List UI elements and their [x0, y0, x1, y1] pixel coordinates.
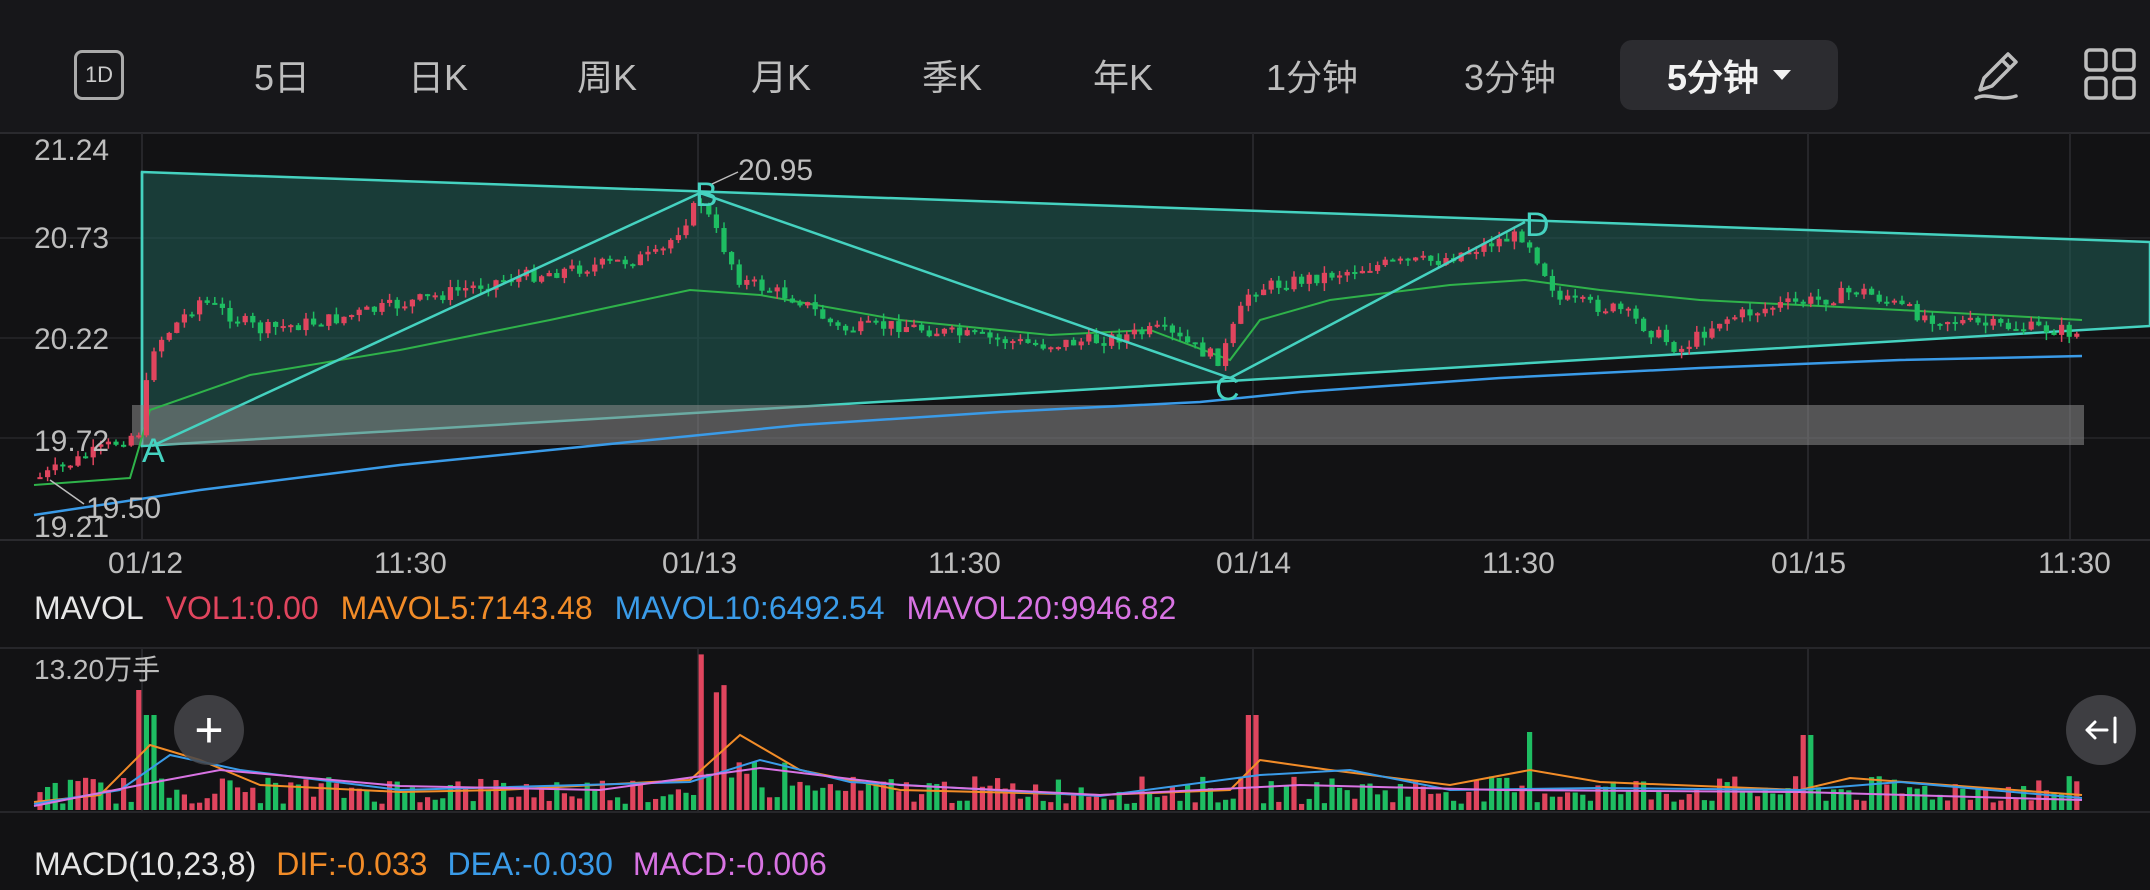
draw-pencil-icon[interactable]: [1966, 44, 2026, 104]
tab-quarterly-k[interactable]: 季K: [921, 57, 982, 98]
arrow-left-bar-icon: [2085, 716, 2117, 744]
time-axis-label: 01/13: [662, 547, 737, 580]
low-price-marker: 19.50: [86, 492, 161, 525]
high-price-marker: 20.95: [738, 154, 813, 187]
volume-legend: MAVOL VOL1:0.00 MAVOL5:7143.48 MAVOL10:6…: [34, 590, 1176, 634]
price-axis-label: 21.24: [34, 134, 109, 167]
grid-layout-icon[interactable]: [2080, 44, 2140, 104]
macd-value: MACD:-0.006: [632, 846, 827, 882]
tab-5min-label: 5分钟: [1666, 57, 1760, 98]
mavol-title: MAVOL: [34, 590, 144, 626]
time-axis-label: 01/15: [1771, 547, 1846, 580]
time-axis-label: 11:30: [928, 547, 1001, 580]
macd-dea-value: DEA:-0.030: [447, 846, 613, 882]
vol1-value: VOL1:0.00: [165, 590, 319, 626]
abcd-pattern-line[interactable]: [151, 191, 1526, 448]
tab-daily-k[interactable]: 日K: [407, 57, 468, 98]
time-axis-label: 11:30: [1482, 547, 1555, 580]
support-zone-box[interactable]: [132, 405, 2084, 445]
mavol10-value: MAVOL10:6492.54: [614, 590, 885, 626]
point-b-label: B: [695, 176, 718, 214]
macd-legend: MACD(10,23,8) DIF:-0.033 DEA:-0.030 MACD…: [34, 846, 827, 890]
price-axis-label: 19.21: [34, 511, 109, 544]
plus-icon: +: [194, 702, 224, 758]
volume-bars: [37, 654, 2080, 810]
chevron-down-icon: [1773, 70, 1792, 80]
macd-dif-value: DIF:-0.033: [276, 846, 428, 882]
price-axis-label: 19.72: [34, 425, 109, 458]
point-c-label: C: [1215, 370, 1240, 408]
add-indicator-button[interactable]: +: [174, 695, 244, 765]
mavol20-value: MAVOL20:9946.82: [906, 590, 1177, 626]
point-d-label: D: [1525, 206, 1550, 244]
mavol5-value: MAVOL5:7143.48: [340, 590, 593, 626]
tab-1d[interactable]: 1D: [74, 50, 124, 100]
volume-chart[interactable]: [0, 645, 2150, 815]
time-axis-label: 11:30: [374, 547, 447, 580]
tab-yearly-k[interactable]: 年K: [1092, 57, 1153, 98]
volume-unit-label: 13.20万手: [34, 654, 161, 685]
macd-title: MACD(10,23,8): [34, 846, 257, 882]
kline-chart[interactable]: A B C D 20.95 19.50 21.24 20.73 20.22 19…: [0, 132, 2150, 602]
price-axis-label: 20.22: [34, 323, 109, 356]
tab-weekly-k[interactable]: 周K: [576, 57, 637, 98]
time-axis-label: 11:30: [2038, 547, 2111, 580]
candlestick-series: [37, 198, 2080, 482]
tab-monthly-k[interactable]: 月K: [750, 57, 811, 98]
price-axis-label: 20.73: [34, 222, 109, 255]
time-axis-label: 01/14: [1216, 547, 1291, 580]
collapse-panel-button[interactable]: [2066, 695, 2136, 765]
tab-5min[interactable]: 5分钟: [1620, 40, 1838, 110]
tab-3min[interactable]: 3分钟: [1463, 57, 1557, 98]
time-axis-label: 01/12: [108, 547, 183, 580]
tab-5day[interactable]: 5日: [253, 57, 311, 98]
tab-1min[interactable]: 1分钟: [1265, 57, 1359, 98]
period-tab-bar: 1D 5日 日K 周K 月K 季K 年K 1分钟 3分钟 5分钟: [0, 0, 2150, 132]
point-a-label: A: [142, 432, 165, 470]
